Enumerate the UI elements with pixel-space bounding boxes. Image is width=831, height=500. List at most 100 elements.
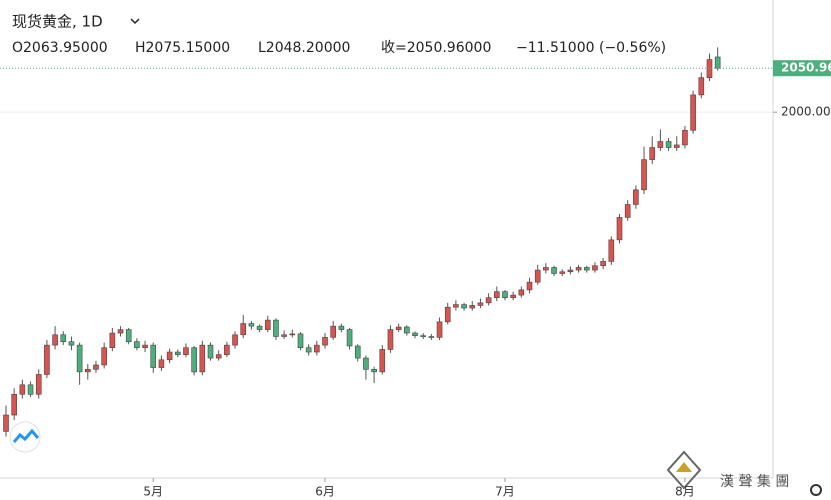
candle-body — [158, 359, 165, 368]
candle-body — [207, 344, 214, 359]
candle-body — [673, 144, 680, 148]
candle-body — [592, 265, 598, 271]
x-tick-label: 8月 — [675, 485, 695, 499]
tv-logo — [9, 421, 41, 453]
candle-body — [224, 344, 230, 355]
candle-body — [444, 306, 451, 323]
candle-body — [264, 319, 271, 330]
watermark-logo — [666, 450, 702, 490]
candle-body — [624, 204, 631, 218]
candle-body — [117, 329, 124, 334]
candle-body — [289, 333, 296, 336]
last-price-tag — [773, 60, 831, 77]
chart-title: 现货黄金, 1D — [12, 13, 103, 31]
candle-body — [305, 347, 312, 353]
candle-body — [404, 326, 410, 334]
candle-body — [518, 289, 525, 296]
candle-body — [199, 344, 206, 373]
candle-body — [109, 332, 116, 349]
candle-body — [534, 269, 541, 283]
candle-body — [85, 368, 91, 373]
candle-body — [379, 349, 386, 373]
candle-body — [3, 414, 9, 432]
candle-body — [35, 374, 42, 395]
candle-body — [453, 304, 459, 308]
candle-body — [76, 344, 83, 373]
watermark-text: 漢 聲 集 團 — [720, 473, 789, 490]
candle-body — [44, 344, 50, 375]
candle-body — [330, 325, 337, 338]
candle-body — [395, 326, 402, 330]
candle-body — [134, 341, 140, 349]
candle-body — [125, 329, 132, 342]
candle-body — [412, 332, 418, 336]
x-tick-label: 7月 — [495, 485, 515, 499]
candle-body — [215, 354, 222, 359]
candle-body — [354, 345, 361, 359]
candle-body — [690, 94, 696, 131]
candle-body — [559, 271, 566, 274]
candle-body — [52, 334, 58, 346]
candle-body — [101, 347, 107, 366]
candle-body — [665, 141, 672, 148]
x-tick-label: 6月 — [315, 485, 335, 499]
candle-body — [297, 333, 304, 349]
candle-body — [346, 329, 353, 347]
candle-body — [600, 261, 606, 267]
candle-body — [19, 384, 26, 395]
candle-body — [232, 334, 238, 346]
last-price-label: 2050.96 — [781, 61, 831, 75]
candle-body — [240, 323, 247, 336]
candle-body — [322, 337, 328, 346]
candle-body — [338, 325, 345, 330]
candle-body — [371, 368, 377, 373]
settings-icon[interactable] — [810, 484, 822, 496]
candle-body — [314, 344, 320, 353]
candle-body — [583, 267, 590, 271]
candle-body — [174, 351, 181, 355]
candle-body — [93, 364, 99, 370]
candle-body — [11, 394, 17, 416]
candle-body — [485, 297, 492, 304]
candle-body — [183, 347, 189, 355]
candle-body — [420, 335, 426, 337]
candle-body — [150, 344, 157, 368]
candle-body — [363, 357, 369, 370]
candle-body — [567, 269, 574, 273]
ohlc-label: H2075.15000 — [135, 40, 230, 56]
candle-body — [641, 159, 647, 191]
candle-body — [142, 344, 148, 349]
y-tick-label: 2000.00 — [781, 105, 831, 119]
candle-body — [68, 341, 75, 346]
candle-body — [273, 319, 279, 337]
candle-body — [616, 217, 623, 241]
candle-body — [526, 281, 533, 291]
candle-body — [510, 294, 516, 298]
candle-body — [477, 302, 484, 306]
candle-body — [469, 305, 476, 309]
candle-body — [633, 189, 639, 205]
candle-body — [166, 351, 173, 361]
candle-body — [502, 291, 508, 298]
candle-body — [493, 291, 500, 298]
candle-body — [608, 239, 615, 262]
candle-body — [428, 336, 435, 338]
ohlc-label: O2063.95000 — [12, 40, 108, 56]
ohlc-label: L2048.20000 — [258, 40, 350, 56]
candle-body — [27, 384, 34, 395]
ohlc-label: −11.51000 (−0.56%) — [516, 40, 666, 56]
candle-body — [551, 267, 557, 274]
candle-body — [60, 334, 67, 342]
ohlc-label: 收=2050.96000 — [381, 40, 491, 56]
candle-body — [256, 325, 263, 330]
candle-body — [682, 129, 688, 146]
candle-body — [387, 329, 394, 350]
candle-body — [248, 323, 255, 327]
interval-chevron[interactable] — [130, 18, 140, 25]
candle-body — [698, 77, 705, 96]
candle-body — [575, 267, 582, 271]
candle-body — [281, 334, 287, 337]
x-tick-label: 5月 — [143, 485, 163, 499]
candle-body — [436, 321, 443, 338]
